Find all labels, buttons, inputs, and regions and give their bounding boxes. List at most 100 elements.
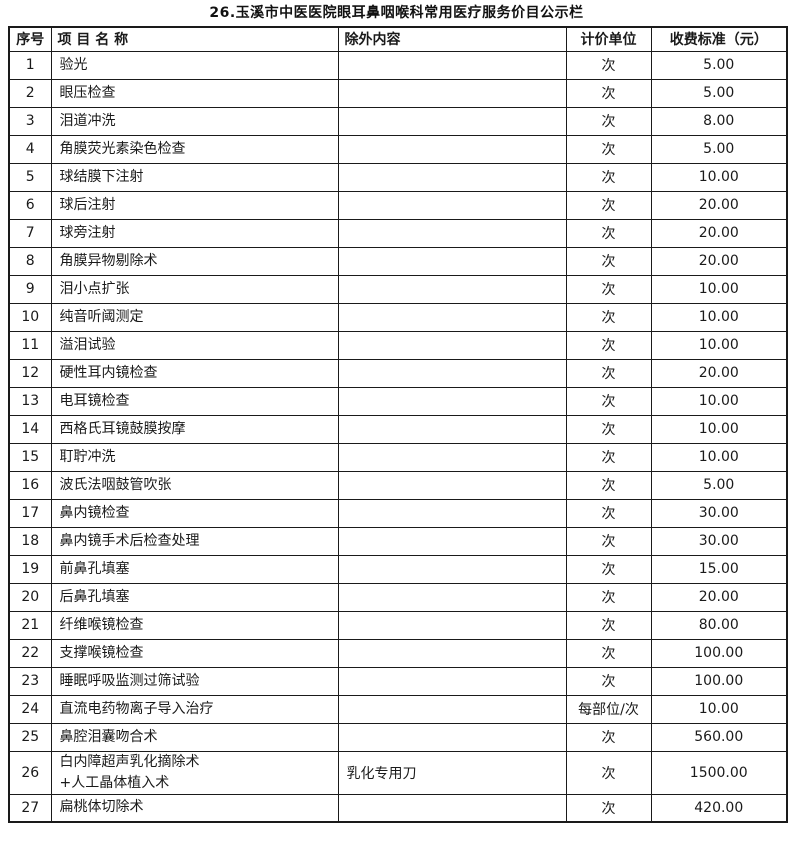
- unit-cell: 次: [565, 302, 652, 332]
- table-row: 18 鼻内镜手术后检查处理 次 30.00: [8, 526, 788, 556]
- unit-cell: 次: [565, 78, 652, 108]
- header-row-number: 序号: [8, 26, 52, 52]
- item-name-cell: 球结膜下注射: [50, 162, 339, 192]
- row-number-cell: 12: [8, 358, 52, 388]
- table-row: 19 前鼻孔填塞 次 15.00: [8, 554, 788, 584]
- price-cell: 20.00: [650, 190, 788, 220]
- price-cell: 5.00: [650, 78, 788, 108]
- header-excluded-content: 除外内容: [337, 26, 567, 52]
- price-cell: 10.00: [650, 386, 788, 416]
- excluded-content-cell: [337, 330, 567, 360]
- table-row: 17 鼻内镜检查 次 30.00: [8, 498, 788, 528]
- row-number-cell: 27: [8, 793, 52, 823]
- table-header-row: 序号 项 目 名 称 除外内容 计价单位 收费标准（元）: [8, 26, 788, 52]
- price-cell: 5.00: [650, 470, 788, 500]
- item-name-cell: 鼻腔泪囊吻合术: [50, 722, 339, 752]
- table-row: 21 纤维喉镜检查 次 80.00: [8, 610, 788, 640]
- item-name-cell: 波氏法咽鼓管吹张: [50, 470, 339, 500]
- price-cell: 20.00: [650, 246, 788, 276]
- unit-cell: 次: [565, 190, 652, 220]
- row-number-cell: 24: [8, 694, 52, 724]
- unit-cell: 次: [565, 554, 652, 584]
- table-row: 13 电耳镜检查 次 10.00: [8, 386, 788, 416]
- price-cell: 5.00: [650, 134, 788, 164]
- unit-cell: 次: [565, 218, 652, 248]
- unit-cell: 次: [565, 162, 652, 192]
- item-name-cell: 耵聍冲洗: [50, 442, 339, 472]
- price-table-body: 1 验光次 5.00 2 眼压检查次 5.00 3 泪道冲洗次 8.00 4 角膜荧光素染色检查次 5…: [8, 50, 788, 823]
- row-number-cell: 26: [8, 750, 52, 795]
- row-number-cell: 22: [8, 638, 52, 668]
- table-row: 24 直流电药物离子导入治疗 每部位/次 10.00: [8, 694, 788, 724]
- excluded-content-cell: [337, 470, 567, 500]
- unit-cell: 次: [565, 793, 652, 823]
- item-name-cell: 验光: [50, 50, 339, 80]
- table-row: 2 眼压检查 次 5.00: [8, 78, 788, 108]
- unit-cell: 次: [565, 582, 652, 612]
- price-cell: 10.00: [650, 330, 788, 360]
- unit-cell: 次: [565, 526, 652, 556]
- table-row: 12 硬性耳内镜检查 次 20.00: [8, 358, 788, 388]
- price-cell: 30.00: [650, 498, 788, 528]
- table-row: 23 睡眠呼吸监测过筛试验 次 100.00: [8, 666, 788, 696]
- table-row: 1 验光 次 5.00: [8, 50, 788, 80]
- unit-cell: 次: [565, 470, 652, 500]
- row-number-cell: 9: [8, 274, 52, 304]
- unit-cell: 次: [565, 246, 652, 276]
- excluded-content-cell: [337, 498, 567, 528]
- excluded-content-cell: 乳化专用刀: [337, 750, 567, 795]
- unit-cell: 次: [565, 134, 652, 164]
- item-name-cell: 溢泪试验: [50, 330, 339, 360]
- table-row: 9 泪小点扩张 次 10.00: [8, 274, 788, 304]
- header-unit: 计价单位: [565, 26, 652, 52]
- unit-cell: 次: [565, 442, 652, 472]
- unit-cell: 次: [565, 498, 652, 528]
- price-cell: 100.00: [650, 666, 788, 696]
- excluded-content-cell: [337, 246, 567, 276]
- item-name-cell: 角膜异物剔除术: [50, 246, 339, 276]
- table-row: 10 纯音听阈测定 次 10.00: [8, 302, 788, 332]
- unit-cell: 次: [565, 106, 652, 136]
- unit-cell: 次: [565, 666, 652, 696]
- price-cell: 20.00: [650, 218, 788, 248]
- row-number-cell: 10: [8, 302, 52, 332]
- table-row: 15 耵聍冲洗 次 10.00: [8, 442, 788, 472]
- excluded-content-cell: [337, 442, 567, 472]
- row-number-cell: 6: [8, 190, 52, 220]
- unit-cell: 次: [565, 50, 652, 80]
- row-number-cell: 20: [8, 582, 52, 612]
- header-item-name: 项 目 名 称: [50, 26, 339, 52]
- item-name-cell: 纯音听阈测定: [50, 302, 339, 332]
- excluded-content-cell: [337, 106, 567, 136]
- price-table: 序号 项 目 名 称 除外内容 计价单位 收费标准（元） 1 验光次 5.00 2 眼压…: [8, 26, 788, 823]
- row-number-cell: 21: [8, 610, 52, 640]
- table-row: 8 角膜异物剔除术 次 20.00: [8, 246, 788, 276]
- price-cell: 10.00: [650, 414, 788, 444]
- item-name-cell: 西格氏耳镜鼓膜按摩: [50, 414, 339, 444]
- price-cell: 1500.00: [650, 750, 788, 795]
- table-row: 16 波氏法咽鼓管吹张 次 5.00: [8, 470, 788, 500]
- table-row: 4 角膜荧光素染色检查 次 5.00: [8, 134, 788, 164]
- excluded-content-cell: [337, 274, 567, 304]
- item-name-cell: 白内障超声乳化摘除术 +人工晶体植入术: [50, 750, 339, 795]
- table-row: 5 球结膜下注射 次 10.00: [8, 162, 788, 192]
- price-cell: 560.00: [650, 722, 788, 752]
- unit-cell: 次: [565, 610, 652, 640]
- item-name-cell: 球后注射: [50, 190, 339, 220]
- row-number-cell: 14: [8, 414, 52, 444]
- excluded-content-cell: [337, 50, 567, 80]
- table-row: 26 白内障超声乳化摘除术 +人工晶体植入术 乳化专用刀次 1500.00: [8, 750, 788, 795]
- price-cell: 5.00: [650, 50, 788, 80]
- row-number-cell: 4: [8, 134, 52, 164]
- table-row: 3 泪道冲洗 次 8.00: [8, 106, 788, 136]
- excluded-content-cell: [337, 793, 567, 823]
- item-name-cell: 泪小点扩张: [50, 274, 339, 304]
- price-cell: 20.00: [650, 358, 788, 388]
- table-row: 22 支撑喉镜检查 次 100.00: [8, 638, 788, 668]
- item-name-cell: 眼压检查: [50, 78, 339, 108]
- price-cell: 8.00: [650, 106, 788, 136]
- unit-cell: 次: [565, 638, 652, 668]
- excluded-content-cell: [337, 694, 567, 724]
- unit-cell: 次: [565, 358, 652, 388]
- row-number-cell: 19: [8, 554, 52, 584]
